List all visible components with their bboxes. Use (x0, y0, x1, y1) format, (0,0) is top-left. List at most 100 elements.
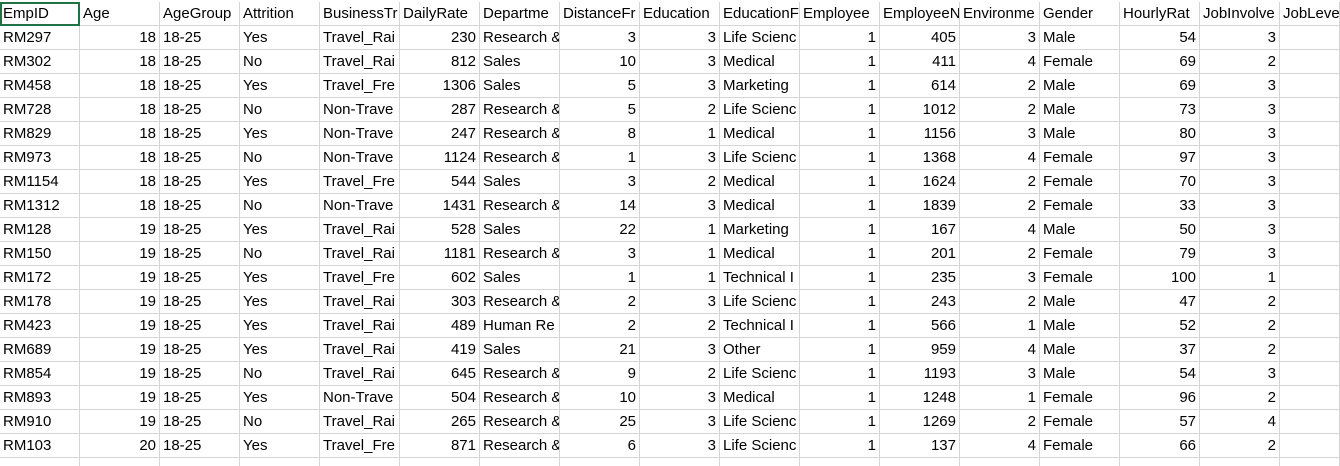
cell[interactable]: 3 (640, 146, 720, 170)
cell[interactable]: 411 (880, 50, 960, 74)
cell[interactable]: 18-25 (160, 122, 240, 146)
cell[interactable]: Male (1040, 74, 1120, 98)
cell[interactable] (1280, 386, 1340, 410)
cell[interactable]: 3 (960, 266, 1040, 290)
cell[interactable]: No (240, 410, 320, 434)
cell[interactable]: 18 (80, 194, 160, 218)
cell[interactable]: 18 (80, 98, 160, 122)
cell[interactable]: Male (1040, 338, 1120, 362)
cell[interactable]: 2 (560, 314, 640, 338)
cell[interactable]: 22 (560, 218, 640, 242)
cell[interactable]: Yes (240, 218, 320, 242)
cell[interactable]: Medical (720, 170, 800, 194)
cell[interactable]: Life Scienc (720, 290, 800, 314)
cell[interactable] (1280, 290, 1340, 314)
cell[interactable]: 1624 (880, 170, 960, 194)
cell[interactable] (1280, 194, 1340, 218)
cell[interactable]: 504 (400, 386, 480, 410)
cell[interactable] (1280, 26, 1340, 50)
cell[interactable]: 14 (560, 194, 640, 218)
cell[interactable]: 230 (400, 26, 480, 50)
cell[interactable]: Life Scienc (720, 362, 800, 386)
cell[interactable]: 3 (1200, 26, 1280, 50)
cell[interactable]: 3 (1200, 74, 1280, 98)
cell[interactable]: 10 (560, 50, 640, 74)
cell[interactable]: 645 (400, 362, 480, 386)
cell[interactable]: 54 (1120, 26, 1200, 50)
cell[interactable]: 3 (1200, 170, 1280, 194)
cell[interactable]: 57 (1120, 410, 1200, 434)
cell[interactable]: 1 (960, 314, 1040, 338)
header-cell[interactable]: EducationF (720, 2, 800, 26)
cell[interactable]: Sales (480, 170, 560, 194)
cell[interactable]: Male (1040, 98, 1120, 122)
cell[interactable]: 1 (800, 218, 880, 242)
cell[interactable]: 3 (560, 242, 640, 266)
cell[interactable]: 1 (640, 266, 720, 290)
cell[interactable]: 18-25 (160, 266, 240, 290)
cell[interactable]: 69 (1120, 50, 1200, 74)
cell[interactable]: Travel_Rai (320, 290, 400, 314)
cell[interactable]: 2 (1200, 338, 1280, 362)
cell[interactable]: 18-25 (160, 290, 240, 314)
header-cell[interactable]: Attrition (240, 2, 320, 26)
cell[interactable]: 10 (560, 386, 640, 410)
cell[interactable] (1280, 170, 1340, 194)
cell[interactable]: 25 (560, 410, 640, 434)
cell[interactable] (1280, 146, 1340, 170)
cell[interactable]: 19 (80, 410, 160, 434)
cell[interactable]: Female (1040, 386, 1120, 410)
cell[interactable]: 287 (400, 98, 480, 122)
cell[interactable]: 18-25 (160, 146, 240, 170)
cell[interactable]: 18 (80, 74, 160, 98)
cell[interactable]: RM689 (0, 338, 80, 362)
cell[interactable]: 1 (800, 434, 880, 458)
cell[interactable]: Research & (480, 386, 560, 410)
cell[interactable]: 1193 (880, 362, 960, 386)
cell[interactable]: 1 (800, 362, 880, 386)
cell[interactable]: 1181 (400, 242, 480, 266)
cell[interactable]: 602 (400, 266, 480, 290)
cell[interactable]: Travel_Fre (320, 266, 400, 290)
cell[interactable]: 2 (640, 170, 720, 194)
header-cell[interactable]: DistanceFr (560, 2, 640, 26)
header-cell[interactable]: AgeGroup (160, 2, 240, 26)
cell[interactable]: Yes (240, 290, 320, 314)
cell[interactable]: 18-25 (160, 26, 240, 50)
cell[interactable]: 871 (400, 434, 480, 458)
cell[interactable]: No (240, 242, 320, 266)
cell[interactable]: Research & (480, 146, 560, 170)
cell[interactable]: 80 (1120, 122, 1200, 146)
cell[interactable]: Sales (480, 74, 560, 98)
cell[interactable]: 201 (880, 242, 960, 266)
cell[interactable]: 2 (960, 170, 1040, 194)
cell[interactable]: No (240, 194, 320, 218)
cell[interactable] (480, 458, 560, 466)
cell[interactable]: RM910 (0, 410, 80, 434)
cell[interactable]: 1124 (400, 146, 480, 170)
cell[interactable]: 5 (560, 98, 640, 122)
cell[interactable]: 1 (800, 170, 880, 194)
cell[interactable]: 18-25 (160, 218, 240, 242)
cell[interactable] (160, 458, 240, 466)
cell[interactable]: Travel_Rai (320, 338, 400, 362)
cell[interactable]: No (240, 98, 320, 122)
cell[interactable] (720, 458, 800, 466)
cell[interactable] (1280, 218, 1340, 242)
cell[interactable]: Female (1040, 170, 1120, 194)
cell[interactable]: 3 (1200, 218, 1280, 242)
cell[interactable]: Female (1040, 194, 1120, 218)
cell[interactable]: 3 (640, 194, 720, 218)
cell[interactable]: 137 (880, 434, 960, 458)
cell[interactable]: Medical (720, 194, 800, 218)
cell[interactable]: 19 (80, 290, 160, 314)
cell[interactable]: 1 (800, 242, 880, 266)
cell[interactable] (1120, 458, 1200, 466)
cell[interactable]: 2 (1200, 290, 1280, 314)
cell[interactable]: 3 (640, 50, 720, 74)
cell[interactable]: RM150 (0, 242, 80, 266)
cell[interactable]: 614 (880, 74, 960, 98)
cell[interactable]: 812 (400, 50, 480, 74)
cell[interactable]: 18 (80, 170, 160, 194)
cell[interactable]: Research & (480, 362, 560, 386)
